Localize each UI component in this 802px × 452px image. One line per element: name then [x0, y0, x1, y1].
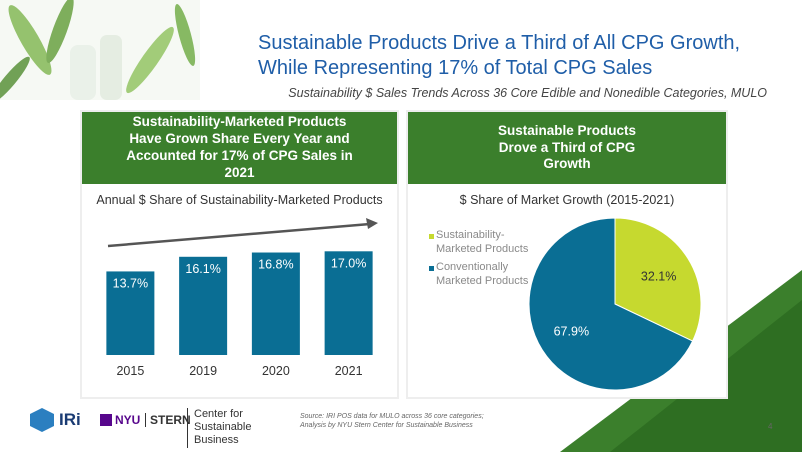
nyu-logo-mark	[100, 414, 112, 426]
stern-logo: STERN	[145, 413, 191, 427]
x-tick-label: 2021	[335, 364, 363, 378]
plant-decoration	[0, 0, 200, 104]
trend-arrow-head	[366, 218, 378, 229]
source-note: Source: IRI POS data for MULO across 36 …	[300, 413, 484, 430]
legend-swatch	[429, 266, 434, 271]
value-label: 17.0%	[331, 256, 366, 270]
chart-subtitle: $ Share of Market Growth (2015-2021)	[459, 193, 675, 207]
slide-subtitle: Sustainability $ Sales Trends Across 36 …	[288, 86, 767, 100]
legend-swatch	[429, 234, 434, 239]
x-tick-label: 2019	[189, 364, 217, 378]
legend-label: Sustainability-Marketed Products	[436, 229, 529, 255]
slide-title: Sustainable Products Drive a Third of Al…	[258, 32, 741, 80]
chart-title: Sustainability-Marketed Products Have Gr…	[82, 112, 397, 184]
pie-slice	[528, 217, 694, 391]
value-label: 16.1%	[185, 262, 220, 276]
x-tick-label: 2015	[116, 364, 144, 378]
value-label: 67.9%	[554, 325, 589, 339]
iri-logo-mark	[30, 408, 54, 432]
trend-arrow	[107, 222, 371, 248]
chart-subtitle: Annual $ Share of Sustainability-Markete…	[96, 193, 383, 207]
value-label: 13.7%	[113, 276, 148, 290]
chart-title: Sustainable Products Drove a Third of CP…	[408, 112, 726, 184]
bar	[106, 271, 155, 355]
csb-logo: Center for Sustainable Business	[187, 408, 299, 448]
bar	[251, 252, 300, 355]
value-label: 16.8%	[258, 258, 293, 272]
bar	[324, 251, 373, 355]
iri-logo: IRi	[59, 410, 81, 429]
value-label: 32.1%	[641, 269, 676, 283]
nyu-logo: NYU	[115, 413, 141, 427]
page-number: 4	[768, 422, 773, 431]
bar	[179, 256, 228, 355]
x-tick-label: 2020	[262, 364, 290, 378]
legend-label: Conventionally Marketed Products	[436, 261, 529, 287]
pie-slice	[614, 217, 702, 342]
